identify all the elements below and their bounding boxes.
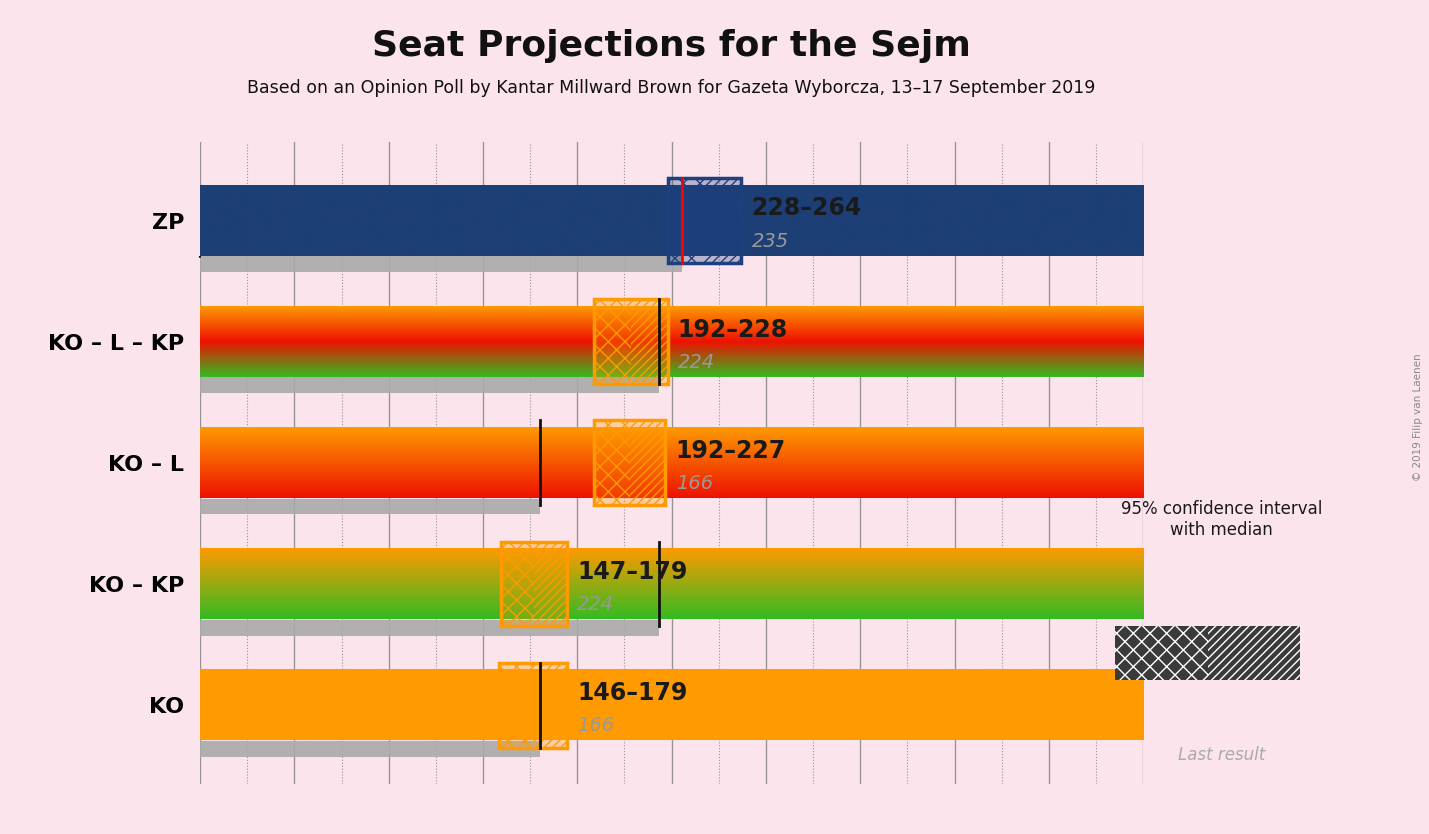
Text: 192–228: 192–228: [677, 318, 787, 342]
Bar: [502, 541, 567, 626]
Bar: [630, 299, 667, 384]
Bar: [593, 420, 666, 505]
Bar: [200, 378, 659, 393]
Bar: [499, 663, 567, 747]
Bar: [1115, 626, 1208, 680]
Text: 95% confidence interval
with median: 95% confidence interval with median: [1122, 500, 1322, 540]
Bar: [630, 420, 666, 505]
Bar: [502, 541, 534, 626]
Bar: [667, 178, 704, 263]
Text: Last result: Last result: [1177, 746, 1266, 765]
Bar: [593, 299, 667, 384]
Text: 224: 224: [577, 595, 614, 614]
Text: 235: 235: [752, 232, 789, 251]
Bar: [1208, 626, 1300, 680]
Bar: [200, 256, 682, 272]
Bar: [704, 178, 742, 263]
Text: 224: 224: [677, 353, 714, 372]
Bar: [200, 620, 659, 636]
Text: Based on an Opinion Poll by Kantar Millward Brown for Gazeta Wyborcza, 13–17 Sep: Based on an Opinion Poll by Kantar Millw…: [247, 79, 1096, 98]
Bar: [534, 541, 567, 626]
Text: 192–227: 192–227: [676, 439, 786, 463]
Bar: [667, 178, 742, 263]
Text: 147–179: 147–179: [577, 560, 687, 584]
Bar: [593, 299, 630, 384]
Text: Seat Projections for the Sejm: Seat Projections for the Sejm: [372, 29, 972, 63]
Bar: [533, 663, 567, 747]
Bar: [200, 741, 540, 756]
Text: 166: 166: [676, 474, 713, 493]
Bar: [502, 541, 567, 626]
Bar: [593, 420, 630, 505]
Bar: [499, 663, 567, 747]
Text: 228–264: 228–264: [752, 197, 862, 220]
Text: 166: 166: [577, 716, 614, 736]
Bar: [593, 299, 667, 384]
Bar: [593, 420, 666, 505]
Bar: [499, 663, 533, 747]
Text: © 2019 Filip van Laenen: © 2019 Filip van Laenen: [1413, 353, 1422, 481]
Bar: [667, 178, 742, 263]
Bar: [200, 499, 540, 515]
Text: 146–179: 146–179: [577, 681, 687, 705]
